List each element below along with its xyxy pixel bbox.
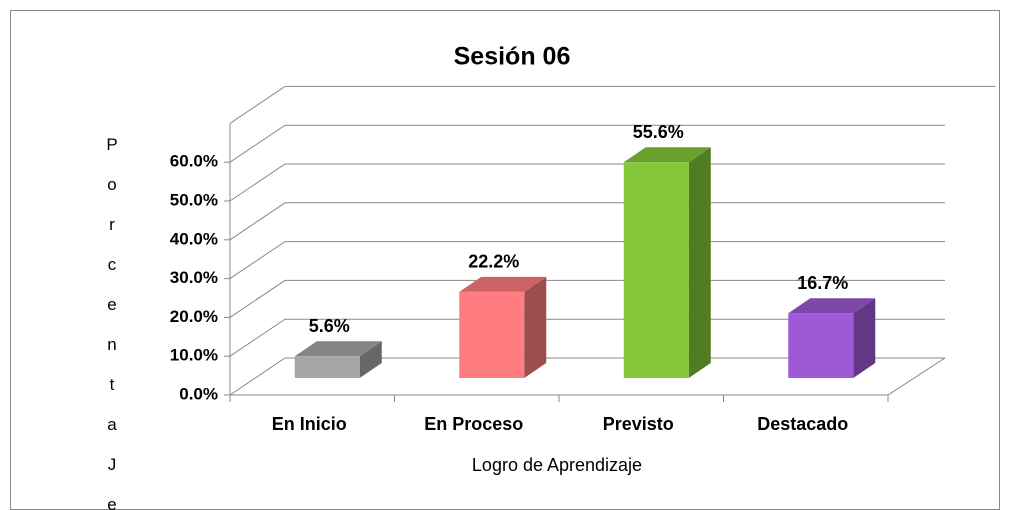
grid-line [229,318,945,357]
bar-side [359,341,382,378]
y-axis-label: PorcentaJe [103,135,122,510]
data-label: 5.6% [309,316,350,336]
chart-frame [10,10,1000,510]
y-tick-label: 10.0% [170,346,218,365]
y-tick-label: 30.0% [170,268,218,287]
grid-line [229,241,945,280]
grid-line [229,163,945,202]
x-tick-label: Destacado [757,414,848,434]
bar [788,313,854,378]
x-tick-label: En Proceso [424,414,523,434]
y-tick-label: 50.0% [170,190,218,209]
bar-side [853,298,876,378]
x-tick-label: En Inicio [272,414,347,434]
bar [294,356,360,378]
y-tick-label: 20.0% [170,307,218,326]
grid-line [229,124,945,163]
floor-edge [887,357,946,396]
bar-side [688,147,711,378]
data-label: 22.2% [468,252,519,272]
data-label: 55.6% [633,122,684,142]
bar-top [294,341,382,357]
y-tick-label: 0.0% [179,384,218,403]
x-tick-label: Previsto [603,414,674,434]
y-tick-label: 60.0% [170,152,218,171]
data-label: 16.7% [797,273,848,293]
bar-top [788,298,876,314]
grid-line [229,357,945,396]
grid-line [229,202,945,241]
y-tick-label: 40.0% [170,229,218,248]
bar-top [623,147,711,163]
wall-edge [229,85,286,124]
bar-side [524,276,547,378]
bar-top [459,276,547,292]
grid-line [229,279,945,318]
chart-title: Sesión 06 [454,43,571,71]
x-axis-label: Logro de Aprendizaje [472,455,642,475]
bar [623,162,689,378]
bar [459,291,525,378]
